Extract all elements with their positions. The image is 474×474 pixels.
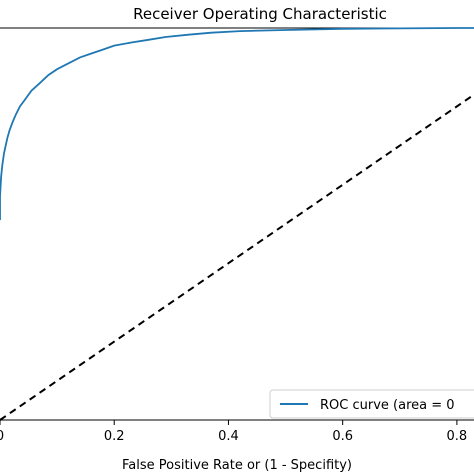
plot-axes [0, 27, 474, 421]
x-tick-label: 0.4 [218, 429, 239, 444]
x-tick-label: 0 [0, 429, 4, 444]
x-tick-label: 0.2 [104, 429, 125, 444]
legend-box [269, 389, 474, 419]
x-tick-label: 0.8 [447, 429, 468, 444]
x-tick-label: 0.6 [332, 429, 353, 444]
series-layer [0, 27, 474, 421]
x-axis-label: False Positive Rate or (1 - Specifity) [122, 458, 352, 473]
chance-diagonal-line [0, 93, 474, 421]
legend: ROC curve (area = 0 [269, 389, 474, 419]
roc-curve-line [0, 27, 474, 221]
chart-title: Receiver Operating Characteristic [133, 5, 387, 23]
legend-label-roc-curve: ROC curve (area = 0 [320, 398, 455, 413]
x-axis-ticks: 0 0.2 0.4 0.6 0.8 [0, 420, 467, 444]
